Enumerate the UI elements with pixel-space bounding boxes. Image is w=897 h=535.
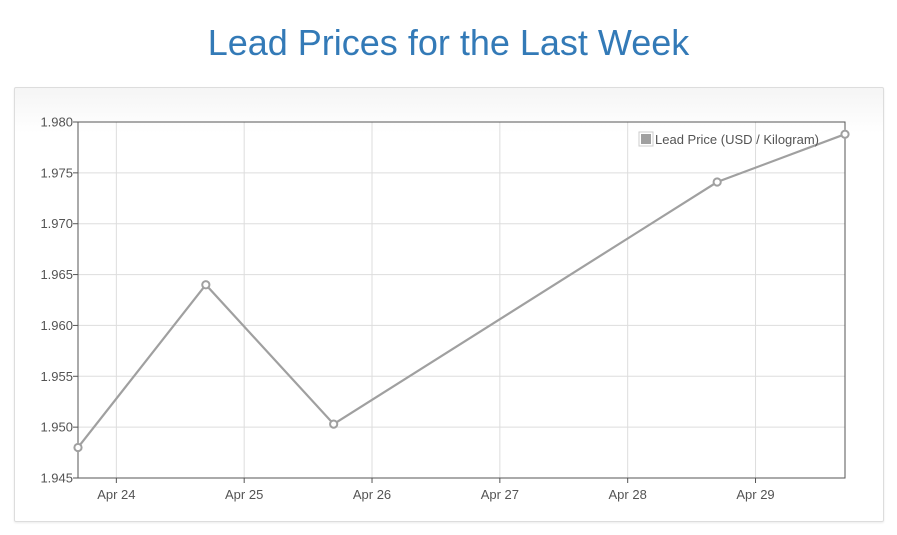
series-layer xyxy=(73,129,850,453)
lead-price-chart: 1.945 1.950 1.955 1.960 1.965 1.970 1.975 1.980… xyxy=(40,115,850,502)
page-title: Lead Prices for the Last Week xyxy=(207,22,690,63)
y-tick-label: 1.950 xyxy=(40,420,73,435)
x-tick-label: Apr 25 xyxy=(225,487,263,502)
x-tick-label: Apr 29 xyxy=(736,487,774,502)
legend: Lead Price (USD / Kilogram) xyxy=(638,131,819,147)
y-tick-label: 1.960 xyxy=(40,318,73,333)
series-line xyxy=(77,133,846,449)
x-tick-label: Apr 28 xyxy=(609,487,647,502)
data-point xyxy=(201,280,211,290)
legend-swatch xyxy=(641,134,651,144)
data-point xyxy=(73,442,83,453)
y-tick-label: 1.970 xyxy=(40,216,73,231)
plot-area-frame xyxy=(77,121,846,479)
grid-lines xyxy=(78,122,845,478)
y-tick-label: 1.955 xyxy=(40,369,73,384)
y-tick-label: 1.945 xyxy=(40,471,73,486)
data-point xyxy=(840,129,850,139)
data-point xyxy=(712,177,722,187)
x-tick-label: Apr 24 xyxy=(97,487,135,502)
y-tick-label: 1.980 xyxy=(40,115,73,130)
x-tick-label: Apr 26 xyxy=(353,487,391,502)
legend-label: Lead Price (USD / Kilogram) xyxy=(655,132,819,147)
data-point xyxy=(329,419,339,429)
y-tick-label: 1.975 xyxy=(40,165,73,180)
chart-panel: 1.945 1.950 1.955 1.960 1.965 1.970 1.975 1.980… xyxy=(14,87,884,522)
x-tick-label: Apr 27 xyxy=(481,487,519,502)
x-axis-ticks: Apr 24 Apr 25 Apr 26 Apr 27 Apr 28 Apr 29 xyxy=(97,478,775,502)
y-axis-ticks: 1.945 1.950 1.955 1.960 1.965 1.970 1.975 1.980 xyxy=(40,115,78,486)
y-tick-label: 1.965 xyxy=(40,267,73,282)
